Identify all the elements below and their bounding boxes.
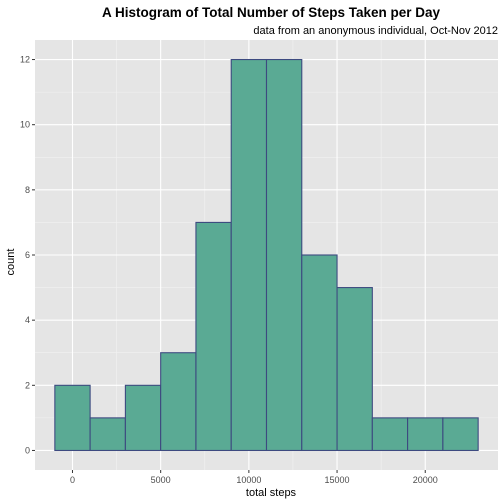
histogram-bar [371, 417, 409, 452]
y-tick-label: 2 [25, 380, 30, 390]
y-tick-label: 6 [25, 250, 30, 260]
x-axis-label: total steps [246, 487, 297, 499]
histogram-bar [195, 221, 232, 452]
histogram-bar [230, 58, 268, 452]
histogram-bar [407, 417, 444, 452]
histogram-bar [336, 287, 373, 452]
x-tick-label: 15000 [325, 475, 350, 485]
x-axis-ticks: 0 5000 10000 15000 20000 [70, 470, 438, 485]
histogram-bars [54, 58, 479, 452]
chart-title: A Histogram of Total Number of Steps Tak… [102, 5, 441, 20]
y-tick-label: 10 [20, 120, 30, 130]
histogram-bar [160, 352, 197, 452]
y-axis-label: count [5, 249, 17, 276]
y-tick-label: 0 [25, 445, 30, 455]
y-axis-ticks: 0 2 4 6 8 10 12 [20, 55, 35, 455]
histogram-bar [442, 417, 479, 452]
x-tick-label: 20000 [413, 475, 438, 485]
y-tick-label: 12 [20, 55, 30, 65]
x-tick-label: 5000 [151, 475, 171, 485]
histogram-bar [54, 384, 91, 452]
chart-subtitle: data from an anonymous individual, Oct-N… [253, 25, 498, 37]
histogram-bar [265, 58, 303, 452]
x-tick-label: 10000 [236, 475, 261, 485]
histogram-bar [89, 417, 126, 452]
histogram-bar [301, 254, 338, 452]
y-tick-label: 8 [25, 185, 30, 195]
histogram-bar [124, 384, 162, 452]
x-tick-label: 0 [70, 475, 75, 485]
y-tick-label: 4 [25, 315, 30, 325]
